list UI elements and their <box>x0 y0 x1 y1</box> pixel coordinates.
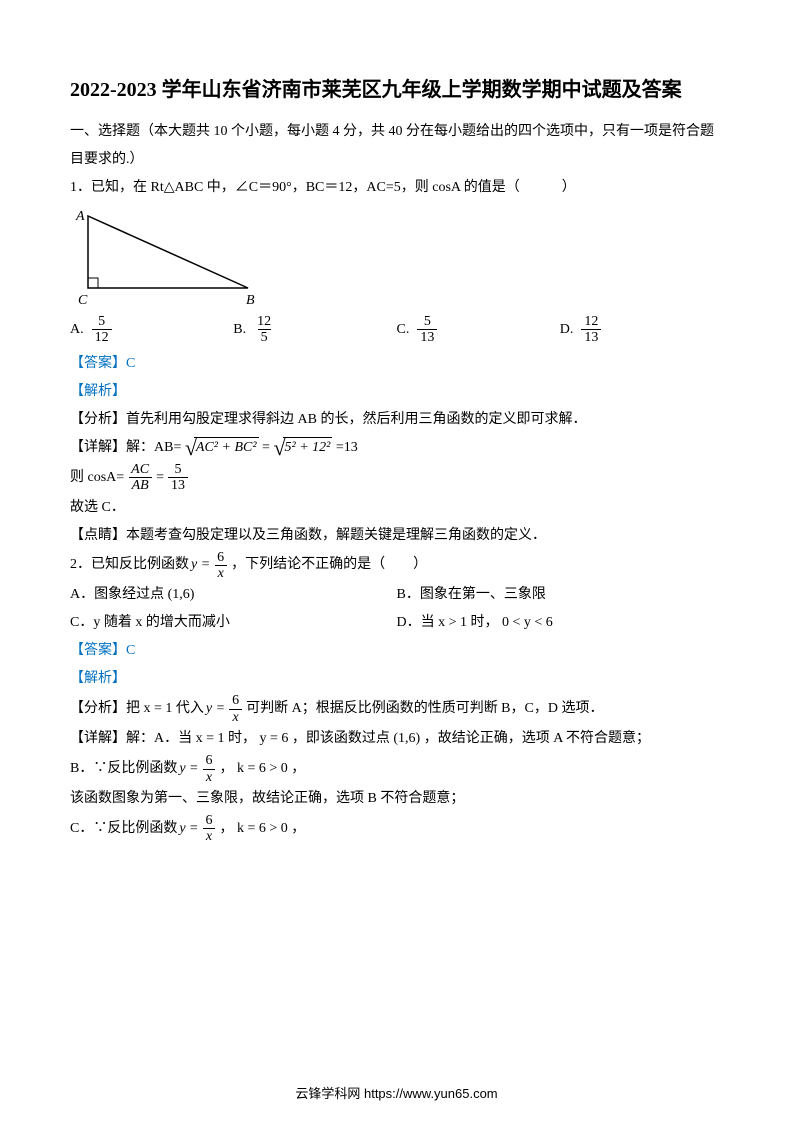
q1-detail: 【详解】解：AB= √ AC² + BC² = √ 5² + 12² =13 <box>70 434 723 462</box>
frac-den: x <box>203 769 215 785</box>
cos-eq: = <box>156 464 164 492</box>
q2-analysis: 【分析】把 x = 1 代入 y = 6 x 可判断 A；根据反比例函数的性质可… <box>70 693 723 725</box>
q2-answer: 【答案】C <box>70 637 723 665</box>
cos-frac-2: 5 13 <box>168 462 188 494</box>
q1-therefore: 故选 C． <box>70 494 723 522</box>
q2-options-row1: A．图象经过点 (1,6) B．图象在第一、三象限 <box>70 581 723 609</box>
q1-option-d-frac: 12 13 <box>581 314 601 346</box>
frac-den: 13 <box>581 329 601 345</box>
q2-detail-b-mid: ， k = 6 > 0 ， <box>220 755 306 783</box>
frac-num: 5 <box>171 462 184 477</box>
q1-option-b-frac: 12 5 <box>254 314 274 346</box>
q1-option-d-label: D. <box>560 322 574 338</box>
frac-den: 13 <box>168 477 188 493</box>
frac-den: x <box>203 828 215 844</box>
q2-func-lhs: y = <box>191 551 210 579</box>
section-header: 一、选择题（本大题共 10 个小题，每小题 4 分，共 40 分在每小题给出的四… <box>70 118 723 174</box>
page: 2022-2023 学年山东省济南市莱芜区九年级上学期数学期中试题及答案 一、选… <box>0 0 793 1122</box>
q1-answer: 【答案】C <box>70 350 723 378</box>
q2-func-frac-4: 6 x <box>203 813 216 845</box>
q2-option-b: B．图象在第一、三象限 <box>397 581 724 609</box>
triangle-shape <box>88 216 248 288</box>
eq-mid: = <box>262 440 273 455</box>
q2-func-frac-3: 6 x <box>203 753 216 785</box>
frac-num: 6 <box>203 813 216 828</box>
q1-triangle: A C B <box>70 208 723 308</box>
q2-func-lhs-4: y = <box>179 815 198 843</box>
page-footer: 云锋学科网 https://www.yun65.com <box>0 1083 793 1102</box>
q2-detail-a: 【详解】解：A．当 x = 1 时， y = 6 ，即该函数过点 (1,6) ，… <box>70 725 723 753</box>
q1-option-c-frac: 5 13 <box>417 314 437 346</box>
q1-option-b-label: B. <box>233 322 246 338</box>
triangle-svg: A C B <box>70 208 270 308</box>
q2-detail-b: B．∵反比例函数 y = 6 x ， k = 6 > 0 ， <box>70 753 723 785</box>
frac-num: AC <box>128 462 152 477</box>
sqrt-expr-2: √ 5² + 12² <box>273 437 332 459</box>
q2-analysis-suffix: 可判断 A；根据反比例函数的性质可判断 B，C，D 选项． <box>246 695 603 723</box>
q2-option-d: D．当 x > 1 时， 0 < y < 6 <box>397 609 724 637</box>
radicand-2: 5² + 12² <box>283 437 333 458</box>
q2-analysis-prefix: 【分析】把 x = 1 代入 <box>70 695 204 723</box>
frac-num: 5 <box>421 314 434 329</box>
q1-analysis: 【分析】首先利用勾股定理求得斜边 AB 的长，然后利用三角函数的定义即可求解． <box>70 406 723 434</box>
q1-option-a: A. 5 12 <box>70 314 233 346</box>
frac-num: 6 <box>203 753 216 768</box>
q2-detail-c-prefix: C．∵反比例函数 <box>70 815 177 843</box>
radicand-1: AC² + BC² <box>194 437 259 458</box>
vertex-a-label: A <box>75 209 85 224</box>
q2-func-frac: 6 x <box>214 550 227 582</box>
vertex-b-label: B <box>246 293 255 308</box>
cos-frac-1: AC AB <box>128 462 152 494</box>
q2-stem-prefix: 2．已知反比例函数 <box>70 551 189 579</box>
right-angle-mark <box>88 278 98 288</box>
cos-prefix: 则 cosA= <box>70 464 124 492</box>
q1-jiexi: 【解析】 <box>70 378 723 406</box>
q1-option-a-frac: 5 12 <box>92 314 112 346</box>
frac-num: 6 <box>214 550 227 565</box>
q2-detail-c-mid: ， k = 6 > 0 ， <box>220 815 306 843</box>
q2-func-lhs-2: y = <box>206 695 225 723</box>
q1-options: A. 5 12 B. 12 5 C. 5 13 D. 12 13 <box>70 314 723 346</box>
q2-options-row2: C．y 随着 x 的增大而减小 D．当 x > 1 时， 0 < y < 6 <box>70 609 723 637</box>
q1-option-c-label: C. <box>397 322 410 338</box>
page-title: 2022-2023 学年山东省济南市莱芜区九年级上学期数学期中试题及答案 <box>70 70 723 110</box>
q1-cos-line: 则 cosA= AC AB = 5 13 <box>70 462 723 494</box>
q1-option-c: C. 5 13 <box>397 314 560 346</box>
q1-comment: 【点睛】本题考查勾股定理以及三角函数，解题关键是理解三角函数的定义． <box>70 522 723 550</box>
q1-option-a-label: A. <box>70 322 84 338</box>
q2-detail-c: C．∵反比例函数 y = 6 x ， k = 6 > 0 ， <box>70 813 723 845</box>
frac-den: x <box>215 565 227 581</box>
q1-detail-suffix: =13 <box>336 440 358 455</box>
q2-stem: 2．已知反比例函数 y = 6 x ，下列结论不正确的是（ ） <box>70 550 723 582</box>
q1-option-d: D. 12 13 <box>560 314 723 346</box>
frac-num: 12 <box>581 314 601 329</box>
vertex-c-label: C <box>78 293 88 308</box>
q2-jiexi: 【解析】 <box>70 665 723 693</box>
q2-detail-b-line2: 该函数图象为第一、三象限，故结论正确，选项 B 不符合题意； <box>70 785 723 813</box>
frac-den: x <box>229 709 241 725</box>
q2-detail-b-prefix: B．∵反比例函数 <box>70 755 177 783</box>
q2-option-c: C．y 随着 x 的增大而减小 <box>70 609 397 637</box>
frac-den: AB <box>129 477 152 493</box>
q1-option-b: B. 12 5 <box>233 314 396 346</box>
q2-option-a: A．图象经过点 (1,6) <box>70 581 397 609</box>
frac-den: 5 <box>258 329 271 345</box>
frac-num: 12 <box>254 314 274 329</box>
q1-stem: 1．已知，在 Rt△ABC 中，∠C＝90°，BC＝12，AC=5，则 cosA… <box>70 174 723 202</box>
frac-num: 5 <box>95 314 108 329</box>
frac-den: 13 <box>417 329 437 345</box>
q2-stem-suffix: ，下列结论不正确的是（ ） <box>231 551 427 579</box>
frac-den: 12 <box>92 329 112 345</box>
q2-func-lhs-3: y = <box>179 755 198 783</box>
q2-func-frac-2: 6 x <box>229 693 242 725</box>
q1-detail-prefix: 【详解】解：AB= <box>70 440 181 455</box>
frac-num: 6 <box>229 693 242 708</box>
sqrt-expr-1: √ AC² + BC² <box>185 437 259 459</box>
